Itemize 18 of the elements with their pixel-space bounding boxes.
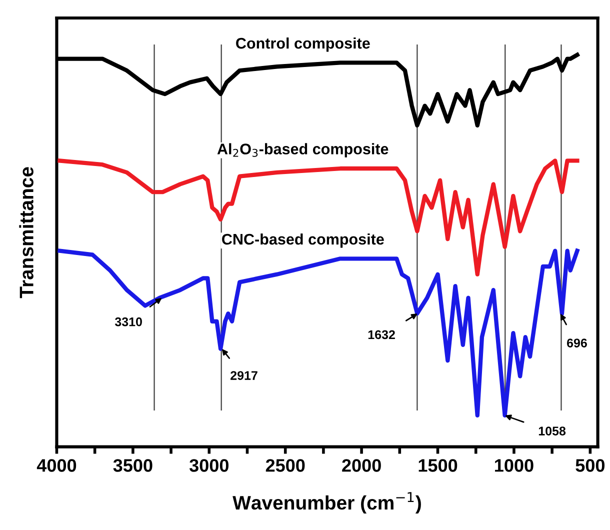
x-tick-label: 1500 — [418, 459, 458, 472]
y-axis-title: Transmittance — [19, 167, 34, 298]
x-tick-label: 2000 — [342, 459, 381, 472]
x-tick-label: 3000 — [189, 459, 228, 472]
x-tick-label: 2500 — [266, 459, 305, 472]
x-axis-title: Wavenumber (cm$^{−1}$) — [232, 492, 421, 514]
x-tick-label: 1000 — [495, 459, 534, 472]
series-label: Al$_{2}$O$_{3}$-based composite — [217, 143, 388, 158]
x-tick-label: 500 — [576, 459, 605, 472]
annotation: 2917 — [230, 371, 258, 380]
series-label: CNC-based composite — [222, 233, 384, 248]
x-tick-label: 3500 — [113, 459, 152, 472]
series-label: Control composite — [236, 37, 370, 52]
annotation: 696 — [567, 338, 587, 348]
x-tick-label: 4000 — [36, 459, 76, 472]
annotation: 1058 — [538, 426, 566, 436]
annotation: 1632 — [368, 330, 395, 340]
annotation: 3310 — [114, 317, 142, 326]
